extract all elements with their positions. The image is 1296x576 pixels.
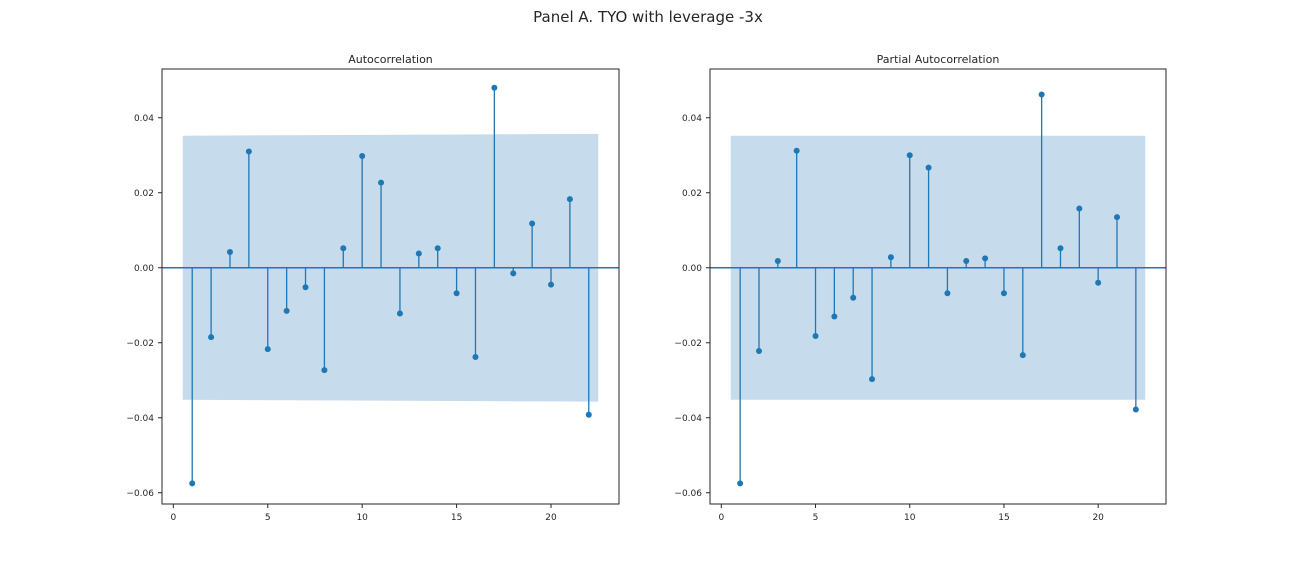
figure-suptitle: Panel A. TYO with leverage -3x <box>533 8 763 26</box>
stem-marker-lag-7 <box>850 294 857 301</box>
y-tick-label: −0.04 <box>674 414 702 424</box>
y-tick-label: 0.04 <box>682 114 702 124</box>
y-tick-label: 0.00 <box>134 264 154 274</box>
stem-marker-lag-8 <box>869 376 876 383</box>
stem-marker-lag-3 <box>226 249 233 255</box>
axes-frame <box>161 68 620 505</box>
y-tick-label: 0.00 <box>682 264 702 274</box>
chart-title: Autocorrelation <box>348 53 433 66</box>
stem-marker-lag-2 <box>208 334 215 341</box>
x-tick-label: 15 <box>451 513 462 523</box>
stem-marker-lag-19 <box>1076 205 1083 212</box>
chart-partial-autocorrelation: 0 5 10 15 20 −0.06 −0.04 −0.02 0.00 0.02 0.04 Parti… <box>674 53 1167 523</box>
stem-marker-lag-4 <box>793 147 800 154</box>
x-tick-label: 0 <box>170 513 176 523</box>
stem-marker-lag-20 <box>1095 279 1102 286</box>
x-tick-label: 10 <box>356 513 368 523</box>
x-tick-label: 0 <box>718 513 724 523</box>
stem-marker-lag-22 <box>585 411 592 418</box>
stem-marker-lag-4 <box>245 148 252 155</box>
stem-marker-lag-9 <box>887 254 894 261</box>
x-tick-label: 10 <box>904 513 916 523</box>
stem-marker-lag-9 <box>340 245 347 252</box>
stem-marker-lag-1 <box>737 480 744 487</box>
stem-marker-lag-21 <box>566 196 573 203</box>
stem-marker-lag-5 <box>264 346 271 353</box>
stem-marker-lag-2 <box>755 348 762 354</box>
stem-marker-lag-21 <box>1114 214 1121 221</box>
stem-marker-lag-8 <box>321 367 328 374</box>
stem-marker-lag-7 <box>302 284 309 291</box>
y-tick-label: −0.06 <box>674 489 702 499</box>
stem-marker-lag-14 <box>982 255 989 262</box>
stem-marker-lag-11 <box>925 164 932 171</box>
stem-marker-lag-5 <box>812 333 819 339</box>
x-tick-label: 5 <box>265 513 271 523</box>
stem-marker-lag-6 <box>283 307 290 314</box>
stem-marker-lag-18 <box>510 270 517 277</box>
x-tick-label: 5 <box>813 513 819 523</box>
stem-marker-lag-15 <box>453 290 460 297</box>
stem-marker-lag-19 <box>529 220 536 227</box>
stem-marker-lag-10 <box>906 152 913 159</box>
stem-marker-lag-17 <box>491 84 498 91</box>
x-tick-label: 15 <box>998 513 1009 523</box>
x-tick-label: 20 <box>1092 513 1104 523</box>
y-tick-label: 0.02 <box>134 189 154 199</box>
stem-marker-lag-1 <box>189 480 196 487</box>
stem-marker-lag-18 <box>1057 245 1064 252</box>
stem-marker-lag-17 <box>1038 91 1045 98</box>
chart-title: Partial Autocorrelation <box>877 53 1000 66</box>
stem-marker-lag-12 <box>944 290 951 297</box>
stem-marker-lag-15 <box>1000 290 1007 297</box>
y-tick-label: −0.02 <box>126 339 154 349</box>
chart-autocorrelation: 0 5 10 15 20 −0.06 −0.04 −0.02 0.00 0.02 0.04 Autoc… <box>126 53 620 523</box>
stem-marker-lag-10 <box>359 153 366 159</box>
axes-frame <box>709 68 1167 505</box>
y-tick-label: −0.04 <box>126 414 154 424</box>
stem-marker-lag-11 <box>378 179 385 186</box>
stem-marker-lag-16 <box>1019 352 1026 359</box>
stem-marker-lag-12 <box>396 310 403 317</box>
y-tick-label: −0.06 <box>126 489 154 499</box>
stem-marker-lag-3 <box>774 258 781 264</box>
x-tick-label: 20 <box>545 513 557 523</box>
stem-marker-lag-16 <box>472 354 479 360</box>
y-tick-label: 0.02 <box>682 189 702 199</box>
y-tick-label: −0.02 <box>674 339 702 349</box>
stem-marker-lag-13 <box>415 250 422 257</box>
y-tick-label: 0.04 <box>134 114 154 124</box>
stem-marker-lag-20 <box>548 281 555 288</box>
stem-marker-lag-13 <box>963 258 970 264</box>
stem-marker-lag-22 <box>1132 406 1139 413</box>
stem-marker-lag-14 <box>434 245 441 252</box>
stem-marker-lag-6 <box>831 313 838 320</box>
